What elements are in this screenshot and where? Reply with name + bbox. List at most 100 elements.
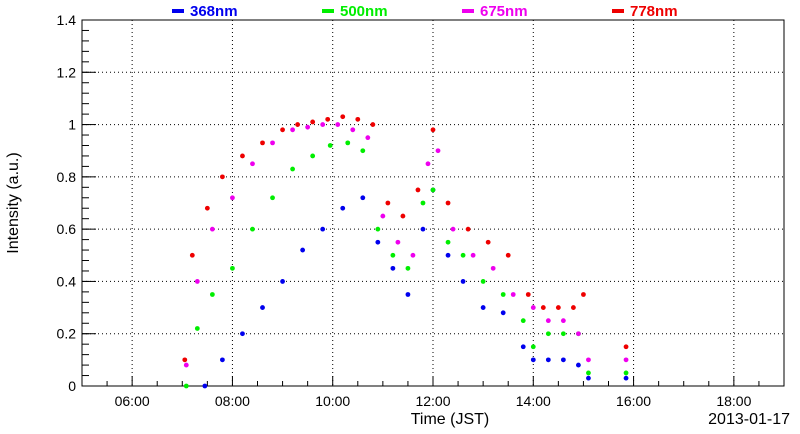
data-point [300,247,306,253]
data-point [230,265,235,271]
data-point [623,370,629,376]
data-point [576,331,581,337]
data-point [445,200,451,206]
data-point [586,370,591,376]
data-point [415,187,421,193]
data-point [586,375,591,381]
data-point [290,127,295,133]
data-point [240,153,245,159]
data-point [189,252,195,258]
data-point [209,226,215,232]
data-point [260,140,265,146]
legend-label: 675nm [480,3,528,20]
data-point [183,362,189,368]
data-point [520,344,526,350]
data-point [340,205,346,211]
data-point [623,375,629,381]
data-point [425,161,431,167]
data-point [182,357,188,363]
y-tick-label: 0 [68,378,76,394]
data-point [320,226,326,232]
data-point [581,292,586,297]
data-point [209,292,215,297]
data-point [345,140,351,146]
x-tick-label: 18:00 [716,393,751,409]
data-point [194,326,200,331]
data-point [545,318,551,324]
data-point [530,305,536,310]
data-point [270,140,275,146]
data-point [430,127,436,133]
data-point [445,239,451,245]
data-point [350,127,356,133]
data-point [340,114,346,120]
y-axis-title: Intensity (a.u.) [5,152,22,253]
legend-label: 778nm [630,3,678,20]
data-point [230,195,235,201]
ticks: 06:00 08:00 10:00 12:00 14:00 16:00 18:00 0 0.2 0… [57,12,785,409]
data-point [220,357,225,363]
data-point [270,195,275,201]
data-point [420,200,426,206]
data-point [385,200,391,206]
series-675nm [183,122,629,368]
y-tick-label: 0.2 [57,326,77,342]
data-point [460,252,466,258]
data-point [320,122,326,127]
x-tick-label: 16:00 [616,393,651,409]
data-point [280,127,285,133]
data-point [525,292,531,297]
series-layer [182,114,629,389]
data-point [194,279,200,284]
legend-label: 368nm [190,3,238,20]
data-point [290,166,295,172]
data-point [280,279,285,284]
data-point [460,279,466,284]
x-tick-label: 08:00 [215,393,250,409]
data-point [485,239,491,245]
data-point [530,344,536,350]
series-778nm [182,114,629,363]
data-point [395,239,401,245]
data-point [420,226,426,232]
data-point [435,148,441,154]
y-tick-label: 0.4 [57,273,77,289]
data-point [545,331,551,337]
data-point [530,357,536,363]
data-point [520,318,526,324]
data-point [400,213,406,219]
data-point [375,239,381,245]
data-point [490,265,496,271]
x-axis-title: Time (JST) [411,411,490,428]
x-tick-label: 14:00 [516,393,551,409]
data-point [576,362,581,368]
data-point [335,122,341,127]
grid [82,19,784,387]
data-point [623,344,629,350]
data-point [250,226,255,232]
x-tick-label: 12:00 [415,393,450,409]
data-point [202,383,208,389]
data-point [240,331,245,337]
data-point [370,122,376,127]
y-tick-label: 1.2 [57,64,77,80]
data-point [540,305,546,310]
y-tick-label: 1 [68,117,76,133]
data-point [310,153,316,159]
data-point [560,318,566,324]
series-500nm [183,140,629,389]
data-point [390,252,396,258]
data-point [204,205,210,211]
data-point [545,357,551,363]
data-point [500,292,506,297]
data-point [360,195,366,201]
x-tick-label: 10:00 [315,393,350,409]
date-label: 2013-01-17 [708,411,790,428]
data-point [430,187,436,193]
data-point [410,252,416,258]
data-point [365,135,371,141]
legend: 368nm 500nm 675nm 778nm [172,3,678,20]
data-point [465,226,471,232]
data-point [390,265,396,271]
